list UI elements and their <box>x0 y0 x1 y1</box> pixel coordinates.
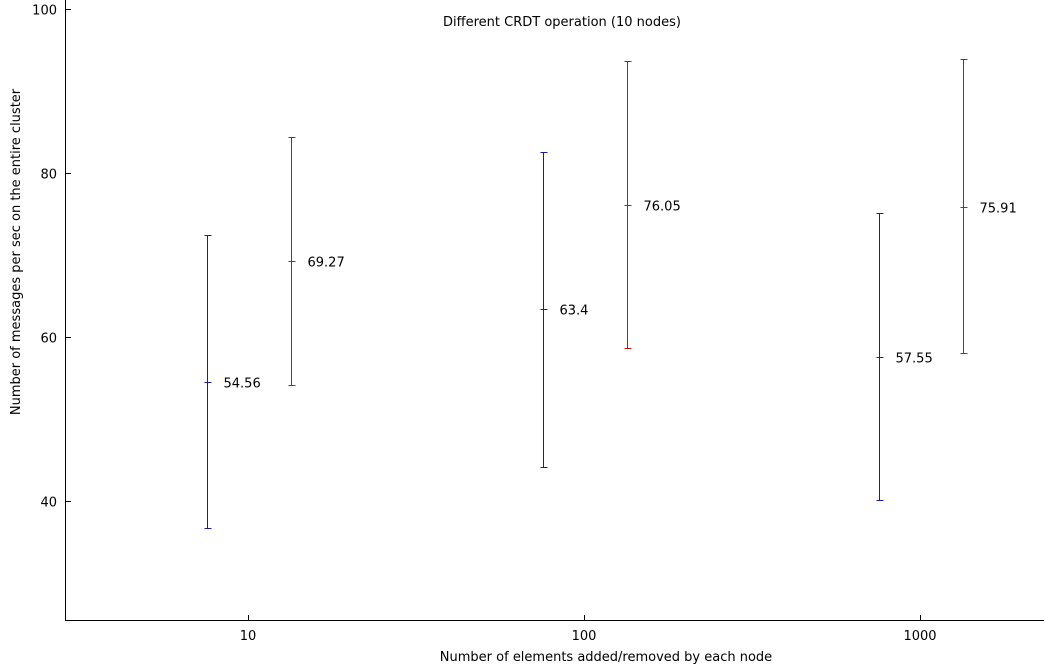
data-label: 63.4 <box>560 304 589 319</box>
y-axis-label: Number of messages per sec on the entire… <box>9 88 24 415</box>
error-bar: 63.4 <box>540 152 589 468</box>
x-tick-label: 100 <box>572 629 597 644</box>
y-tick-label: 40 <box>40 496 57 511</box>
x-tick-label: 10 <box>240 629 257 644</box>
data-label: 57.55 <box>896 352 933 367</box>
x-axis-label: Number of elements added/removed by each… <box>440 650 772 665</box>
chart-title: Different CRDT operation (10 nodes) <box>443 15 681 30</box>
error-bar: 54.56 <box>204 235 261 529</box>
y-ticks: 40 60 80 100 <box>32 4 71 511</box>
data-label: 54.56 <box>224 377 261 392</box>
data-label: 75.91 <box>980 202 1017 217</box>
y-tick-label: 60 <box>40 332 57 347</box>
error-bar: 69.27 <box>288 137 345 386</box>
data-label: 69.27 <box>308 256 345 271</box>
y-tick-label: 80 <box>40 168 57 183</box>
error-bar: 75.91 <box>960 59 1017 354</box>
error-bar: 57.55 <box>876 213 933 501</box>
x-ticks: 10 100 1000 <box>240 615 937 644</box>
x-tick-label: 1000 <box>903 629 936 644</box>
y-tick-label: 100 <box>32 4 57 19</box>
error-bar: 76.05 <box>624 61 681 349</box>
data-label: 76.05 <box>644 200 681 215</box>
error-bars: 54.56 63.4 57.55 69.27 76.05 75.91 <box>204 59 1017 529</box>
